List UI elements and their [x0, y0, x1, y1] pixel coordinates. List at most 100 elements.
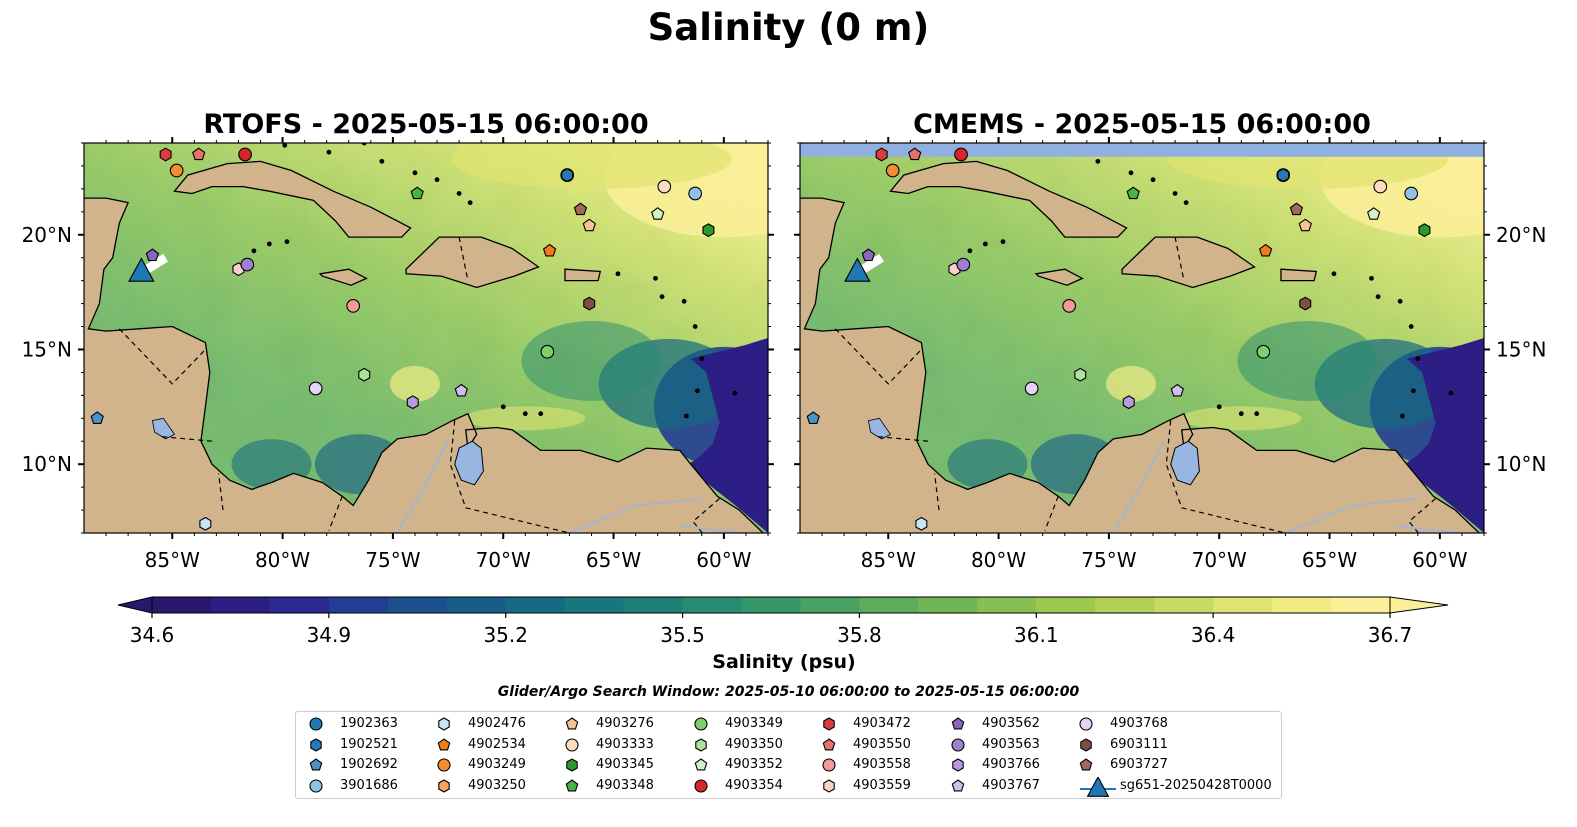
legend-swatch — [309, 778, 323, 793]
legend-label: 1902521 — [340, 736, 398, 752]
map-panel-cmems: 85°W 80°W 75°W 70°W 65°W 60°W 10°N 15°N 20°N CMEM… — [794, 109, 1546, 572]
salinity-feature — [1105, 365, 1156, 402]
marker-4903345 — [702, 223, 715, 238]
colorbar-segment — [328, 597, 389, 613]
legend-label: 4903472 — [853, 716, 911, 731]
xtick-label: 70°W — [1192, 548, 1247, 572]
xtick-label: 60°W — [696, 548, 751, 572]
xtick-label: 60°W — [1412, 548, 1467, 572]
island — [1375, 294, 1381, 300]
marker-3901686 — [1404, 186, 1419, 201]
marker-4903348 — [410, 186, 424, 200]
country-border — [218, 473, 224, 511]
island — [1410, 388, 1416, 394]
island — [1150, 177, 1156, 183]
legend-label: 4903562 — [982, 716, 1040, 731]
colorbar-segment — [1095, 597, 1155, 613]
colorbar-segment — [152, 597, 212, 613]
legend-swatch — [438, 717, 450, 731]
island — [659, 294, 665, 300]
legend-marker — [952, 758, 964, 772]
marker-4902534 — [1258, 243, 1273, 257]
colorbar-tick-label: 36.4 — [1191, 623, 1236, 647]
xtick-label: 65°W — [586, 548, 641, 572]
legend-marker — [309, 778, 323, 793]
legend-label: 4902476 — [468, 716, 526, 731]
colorbar-segment — [564, 597, 625, 613]
island — [1369, 275, 1374, 281]
river — [1112, 440, 1165, 533]
land — [1121, 236, 1256, 289]
legend-swatch — [1079, 717, 1093, 731]
legend-swatch — [565, 778, 579, 791]
ytick-label: 15°N — [1496, 337, 1546, 361]
legend-marker — [694, 758, 708, 771]
country-border — [458, 236, 469, 281]
island — [434, 177, 440, 183]
country-border — [692, 498, 720, 533]
colorbar-segment — [1154, 597, 1214, 613]
colorbar-segment — [1213, 597, 1273, 613]
island — [1397, 298, 1403, 304]
land — [889, 160, 1128, 238]
colorbar-tick-label: 34.9 — [307, 623, 352, 647]
legend-marker — [695, 737, 707, 752]
island — [379, 158, 385, 164]
no-data-strip — [800, 143, 1484, 157]
island — [1216, 404, 1222, 410]
map-panel-rtofs: 85°W 80°W 75°W 70°W 65°W 60°W 10°N 15°N 20°N RTOF… — [22, 109, 774, 572]
float-markers — [806, 147, 1431, 531]
marker-4903767 — [1170, 383, 1184, 397]
marker-4903333 — [657, 179, 672, 194]
colorbar-segment — [269, 597, 330, 613]
colorbar-segment — [918, 597, 978, 613]
legend-swatch — [823, 717, 835, 731]
land — [1034, 268, 1084, 286]
legend-label: 3901686 — [340, 777, 398, 793]
legend-swatch — [951, 737, 965, 752]
land — [318, 268, 368, 286]
legend-marker — [565, 778, 579, 791]
panel-title: CMEMS - 2025-05-15 06:00:00 — [913, 109, 1371, 140]
island — [282, 143, 288, 148]
search-window-note: Glider/Argo Search Window: 2025-05-10 06… — [497, 684, 1080, 700]
panel-title: RTOFS - 2025-05-15 06:00:00 — [203, 109, 648, 140]
land — [173, 160, 412, 238]
marker-4903472 — [875, 147, 888, 162]
country-border — [834, 328, 922, 385]
island — [692, 324, 698, 329]
country-border — [934, 473, 940, 511]
island — [456, 191, 462, 196]
legend-marker — [823, 717, 835, 731]
island — [1095, 158, 1101, 164]
marker-4903354 — [238, 147, 252, 162]
colorbar-segment — [1272, 597, 1332, 613]
island — [284, 239, 290, 245]
colorbar-segment — [210, 597, 271, 613]
legend-label: 4903349 — [725, 716, 783, 731]
lake-nicaragua — [867, 417, 892, 440]
legend-marker — [951, 778, 965, 791]
marker-4903768 — [1024, 381, 1039, 396]
ytick-label: 10°N — [1496, 452, 1546, 476]
marker-6903727 — [1289, 202, 1304, 216]
marker-1902692 — [90, 411, 104, 424]
xtick-label: 70°W — [476, 548, 531, 572]
marker-4903345 — [1418, 223, 1431, 238]
colorbar-segment — [977, 597, 1037, 613]
colorbar-segment — [741, 597, 802, 613]
legend-swatch — [1079, 758, 1093, 771]
land — [1280, 268, 1318, 282]
island — [1415, 356, 1421, 362]
marker-4903563 — [240, 257, 255, 272]
legend-marker — [565, 737, 579, 752]
marker-4903563 — [956, 257, 971, 272]
land — [405, 236, 540, 289]
island — [1128, 170, 1134, 176]
legend-swatch — [437, 758, 451, 772]
marker-4903354 — [954, 147, 968, 162]
river — [1285, 497, 1418, 533]
marker-6903111 — [1299, 296, 1312, 311]
xtick-label: 80°W — [971, 548, 1026, 572]
